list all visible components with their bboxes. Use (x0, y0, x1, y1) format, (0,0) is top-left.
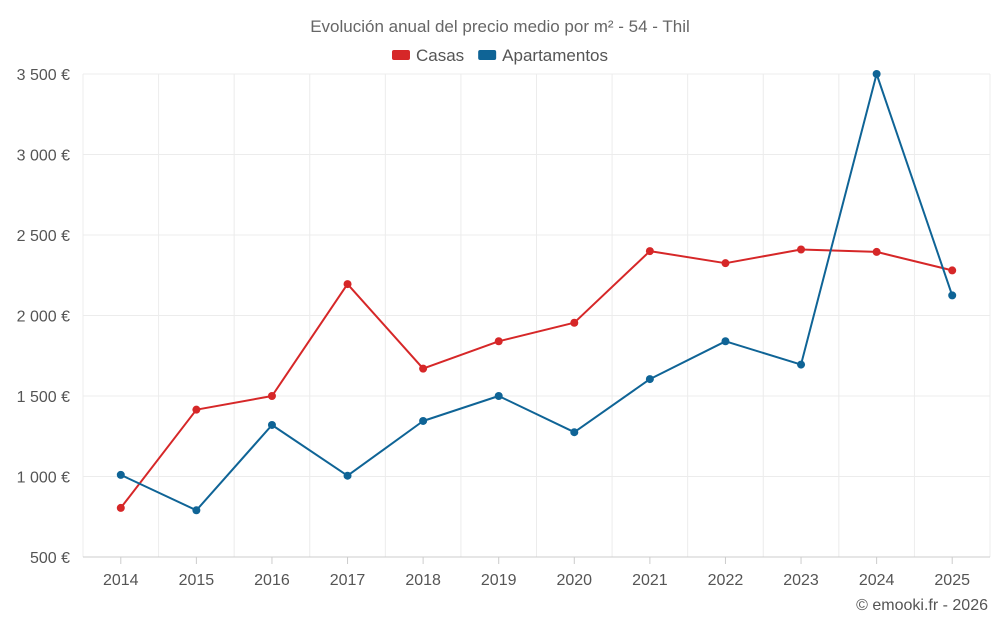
x-tick-label: 2018 (405, 572, 441, 589)
data-point-casas[interactable] (570, 318, 579, 327)
data-point-apartamentos[interactable] (192, 506, 201, 515)
x-tick-label: 2025 (934, 572, 970, 589)
y-tick-label: 1 500 € (17, 389, 70, 406)
data-point-casas[interactable] (116, 503, 125, 512)
legend-label: Apartamentos (502, 46, 608, 65)
legend-swatch (478, 50, 497, 60)
data-point-casas[interactable] (192, 405, 201, 414)
x-tick-label: 2021 (632, 572, 668, 589)
grid (82, 73, 991, 557)
y-tick-label: 2 500 € (17, 228, 70, 245)
y-axis: 500 € 1 000 € 1 500 € 2 000 € 2 500 € 3 000 €… (17, 67, 70, 567)
legend-item-apartamentos[interactable]: Apartamentos (478, 46, 608, 65)
data-point-apartamentos[interactable] (494, 392, 503, 400)
x-tick-label: 2022 (708, 572, 744, 589)
data-point-apartamentos[interactable] (343, 471, 352, 480)
data-point-casas[interactable] (721, 259, 730, 268)
credit-text: © emooki.fr - 2026 (856, 597, 988, 614)
data-point-casas[interactable] (267, 392, 276, 400)
data-point-casas[interactable] (645, 247, 654, 256)
series-group (116, 70, 957, 515)
y-tick-label: 1 000 € (17, 470, 70, 487)
legend-label: Casas (416, 46, 464, 65)
y-tick-label: 2 000 € (17, 309, 70, 326)
x-tick-label: 2016 (254, 572, 290, 589)
data-point-apartamentos[interactable] (645, 375, 654, 384)
y-tick-label: 3 000 € (17, 148, 70, 165)
x-tick-label: 2017 (330, 572, 366, 589)
data-point-apartamentos[interactable] (948, 291, 957, 300)
data-point-casas[interactable] (419, 364, 428, 373)
series-line-apartamentos (120, 73, 954, 512)
data-point-apartamentos[interactable] (267, 420, 276, 429)
x-axis: 2014 2015 2016 2017 2018 2019 2020 2021 2022 2023… (83, 556, 990, 589)
legend-swatch (391, 50, 410, 60)
x-tick-label: 2019 (481, 572, 517, 589)
x-tick-label: 2014 (103, 572, 139, 589)
x-tick-label: 2023 (783, 572, 819, 589)
data-point-apartamentos[interactable] (797, 360, 806, 369)
data-point-apartamentos[interactable] (419, 416, 428, 425)
x-tick-label: 2024 (859, 572, 895, 589)
chart-title: Evolución anual del precio medio por m² … (310, 17, 690, 36)
data-point-apartamentos[interactable] (570, 428, 579, 437)
data-point-apartamentos[interactable] (116, 470, 125, 479)
data-point-casas[interactable] (797, 245, 806, 254)
y-tick-label: 500 € (30, 550, 70, 567)
data-point-casas[interactable] (494, 337, 503, 346)
legend: Casas Apartamentos (391, 46, 608, 65)
data-point-apartamentos[interactable] (721, 337, 730, 346)
series-line-casas (120, 248, 953, 509)
data-point-casas[interactable] (343, 280, 352, 289)
x-tick-label: 2015 (179, 572, 215, 589)
y-tick-label: 3 500 € (17, 67, 70, 84)
x-tick-label: 2020 (556, 572, 592, 589)
data-point-casas[interactable] (948, 266, 957, 275)
legend-item-casas[interactable]: Casas (391, 46, 464, 65)
data-point-apartamentos[interactable] (872, 70, 881, 78)
data-point-casas[interactable] (872, 247, 881, 256)
